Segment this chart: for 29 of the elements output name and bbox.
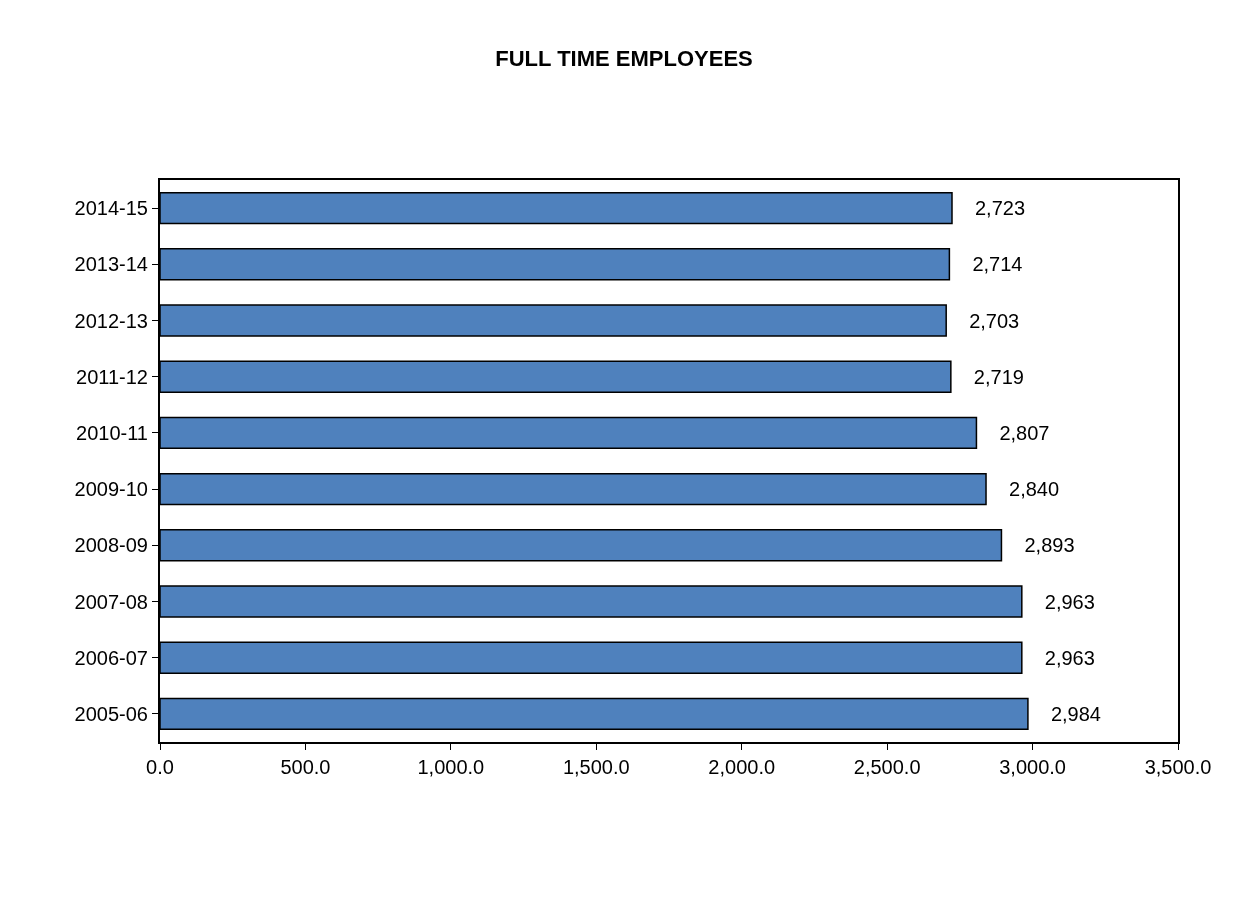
data-label: 2,807 (979, 421, 1050, 444)
data-label: 2,963 (1024, 646, 1095, 669)
x-tick-label: 1,000.0 (417, 756, 485, 778)
x-tick-label: 500.0 (280, 756, 331, 778)
y-tick-label: 2011-12 (76, 365, 148, 388)
data-label: 2,723 (955, 197, 1026, 220)
data-label: 2,893 (1004, 534, 1075, 557)
y-tick-label: 2010-11 (76, 421, 148, 444)
data-label: 2,703 (949, 309, 1020, 332)
x-tick-label: 0.0 (146, 756, 174, 778)
y-tick-label: 2005-06 (74, 702, 148, 725)
data-label: 2,719 (953, 365, 1024, 388)
chart-title: FULL TIME EMPLOYEES (495, 46, 753, 72)
x-tick-label: 1,500.0 (562, 756, 630, 778)
x-tick-label: 3,500.0 (1144, 756, 1212, 778)
data-label: 2,840 (989, 478, 1060, 501)
y-tick-label: 2006-07 (74, 646, 148, 669)
data-label: 2,984 (1030, 702, 1101, 725)
data-label: 2,714 (952, 253, 1023, 276)
x-tick-label: 2,000.0 (708, 756, 776, 778)
y-tick-label: 2007-08 (74, 590, 148, 613)
x-tick-label: 3,000.0 (999, 756, 1066, 778)
y-tick-label: 2008-09 (74, 534, 148, 557)
y-tick-label: 2009-10 (74, 478, 148, 501)
y-tick-label: 2013-14 (74, 253, 148, 276)
y-tick-label: 2014-15 (74, 197, 148, 220)
data-label: 2,963 (1024, 590, 1095, 613)
x-tick-label: 2,500.0 (853, 756, 921, 778)
y-tick-label: 2012-13 (74, 309, 148, 332)
